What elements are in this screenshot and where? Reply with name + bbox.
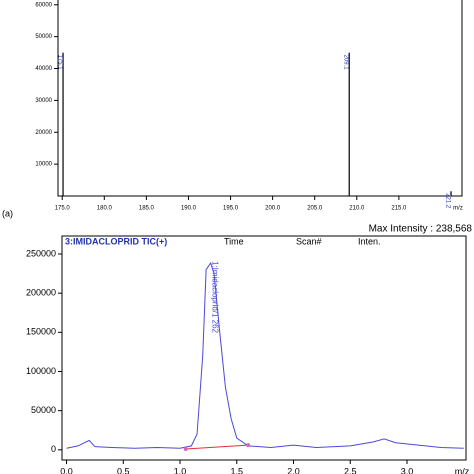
column-header: Time — [224, 236, 244, 246]
plot-frame — [61, 235, 467, 461]
x-tick-label: 0.5 — [117, 466, 130, 474]
x-tick-label: 200.0 — [265, 206, 281, 212]
peak-label: 209.1 — [343, 55, 349, 71]
plot-frame — [57, 0, 463, 197]
y-tick-label: 50000 — [31, 405, 56, 415]
y-tick-label: 10000 — [35, 162, 52, 168]
x-tick-label: 3.0 — [401, 466, 414, 474]
integration-marker — [246, 443, 251, 448]
y-tick-label: 100000 — [26, 366, 56, 376]
trace — [66, 261, 464, 449]
x-axis-label: m/z — [453, 206, 463, 212]
x-tick-label: 215.0 — [391, 206, 407, 212]
y-tick-label: 0 — [51, 444, 56, 454]
x-tick-label: 210.0 — [349, 206, 365, 212]
peak-label: 175.1 — [56, 55, 62, 71]
integration-baseline — [185, 444, 249, 450]
y-tick-label: 50000 — [35, 34, 52, 40]
x-tick-label: 180.0 — [97, 206, 113, 212]
y-tick-label: 150000 — [26, 327, 56, 337]
y-tick-label: 60000 — [35, 2, 52, 8]
trace-title: 3:IMIDACLOPRID TIC(+) — [65, 236, 167, 246]
x-tick-label: 1.0 — [174, 466, 187, 474]
column-header: Scan# — [296, 236, 322, 246]
integration-marker — [183, 447, 188, 452]
panel-label: (a) — [2, 208, 13, 218]
peak-label: 1:Imidacloprid/1 262 — [211, 261, 220, 334]
x-axis-label: m/z — [455, 466, 470, 474]
x-tick-label: 175.0 — [55, 206, 71, 212]
y-tick-label: 30000 — [35, 98, 52, 104]
y-tick-label: 200000 — [26, 288, 56, 298]
max-intensity: Max Intensity : 238,568 — [369, 224, 473, 235]
y-tick-label: 250000 — [26, 248, 56, 258]
y-tick-label: 40000 — [35, 66, 52, 72]
x-tick-label: 2.5 — [344, 466, 357, 474]
x-tick-label: 195.0 — [223, 206, 239, 212]
peak-label: 221.2 — [444, 193, 450, 209]
y-tick-label: 20000 — [35, 130, 52, 136]
x-tick-label: 190.0 — [181, 206, 197, 212]
x-tick-label: 0.0 — [60, 466, 73, 474]
x-tick-label: 1.5 — [231, 466, 244, 474]
column-header: Inten. — [358, 236, 381, 246]
x-tick-label: 205.0 — [307, 206, 323, 212]
x-tick-label: 185.0 — [139, 206, 155, 212]
x-tick-label: 2.0 — [287, 466, 300, 474]
